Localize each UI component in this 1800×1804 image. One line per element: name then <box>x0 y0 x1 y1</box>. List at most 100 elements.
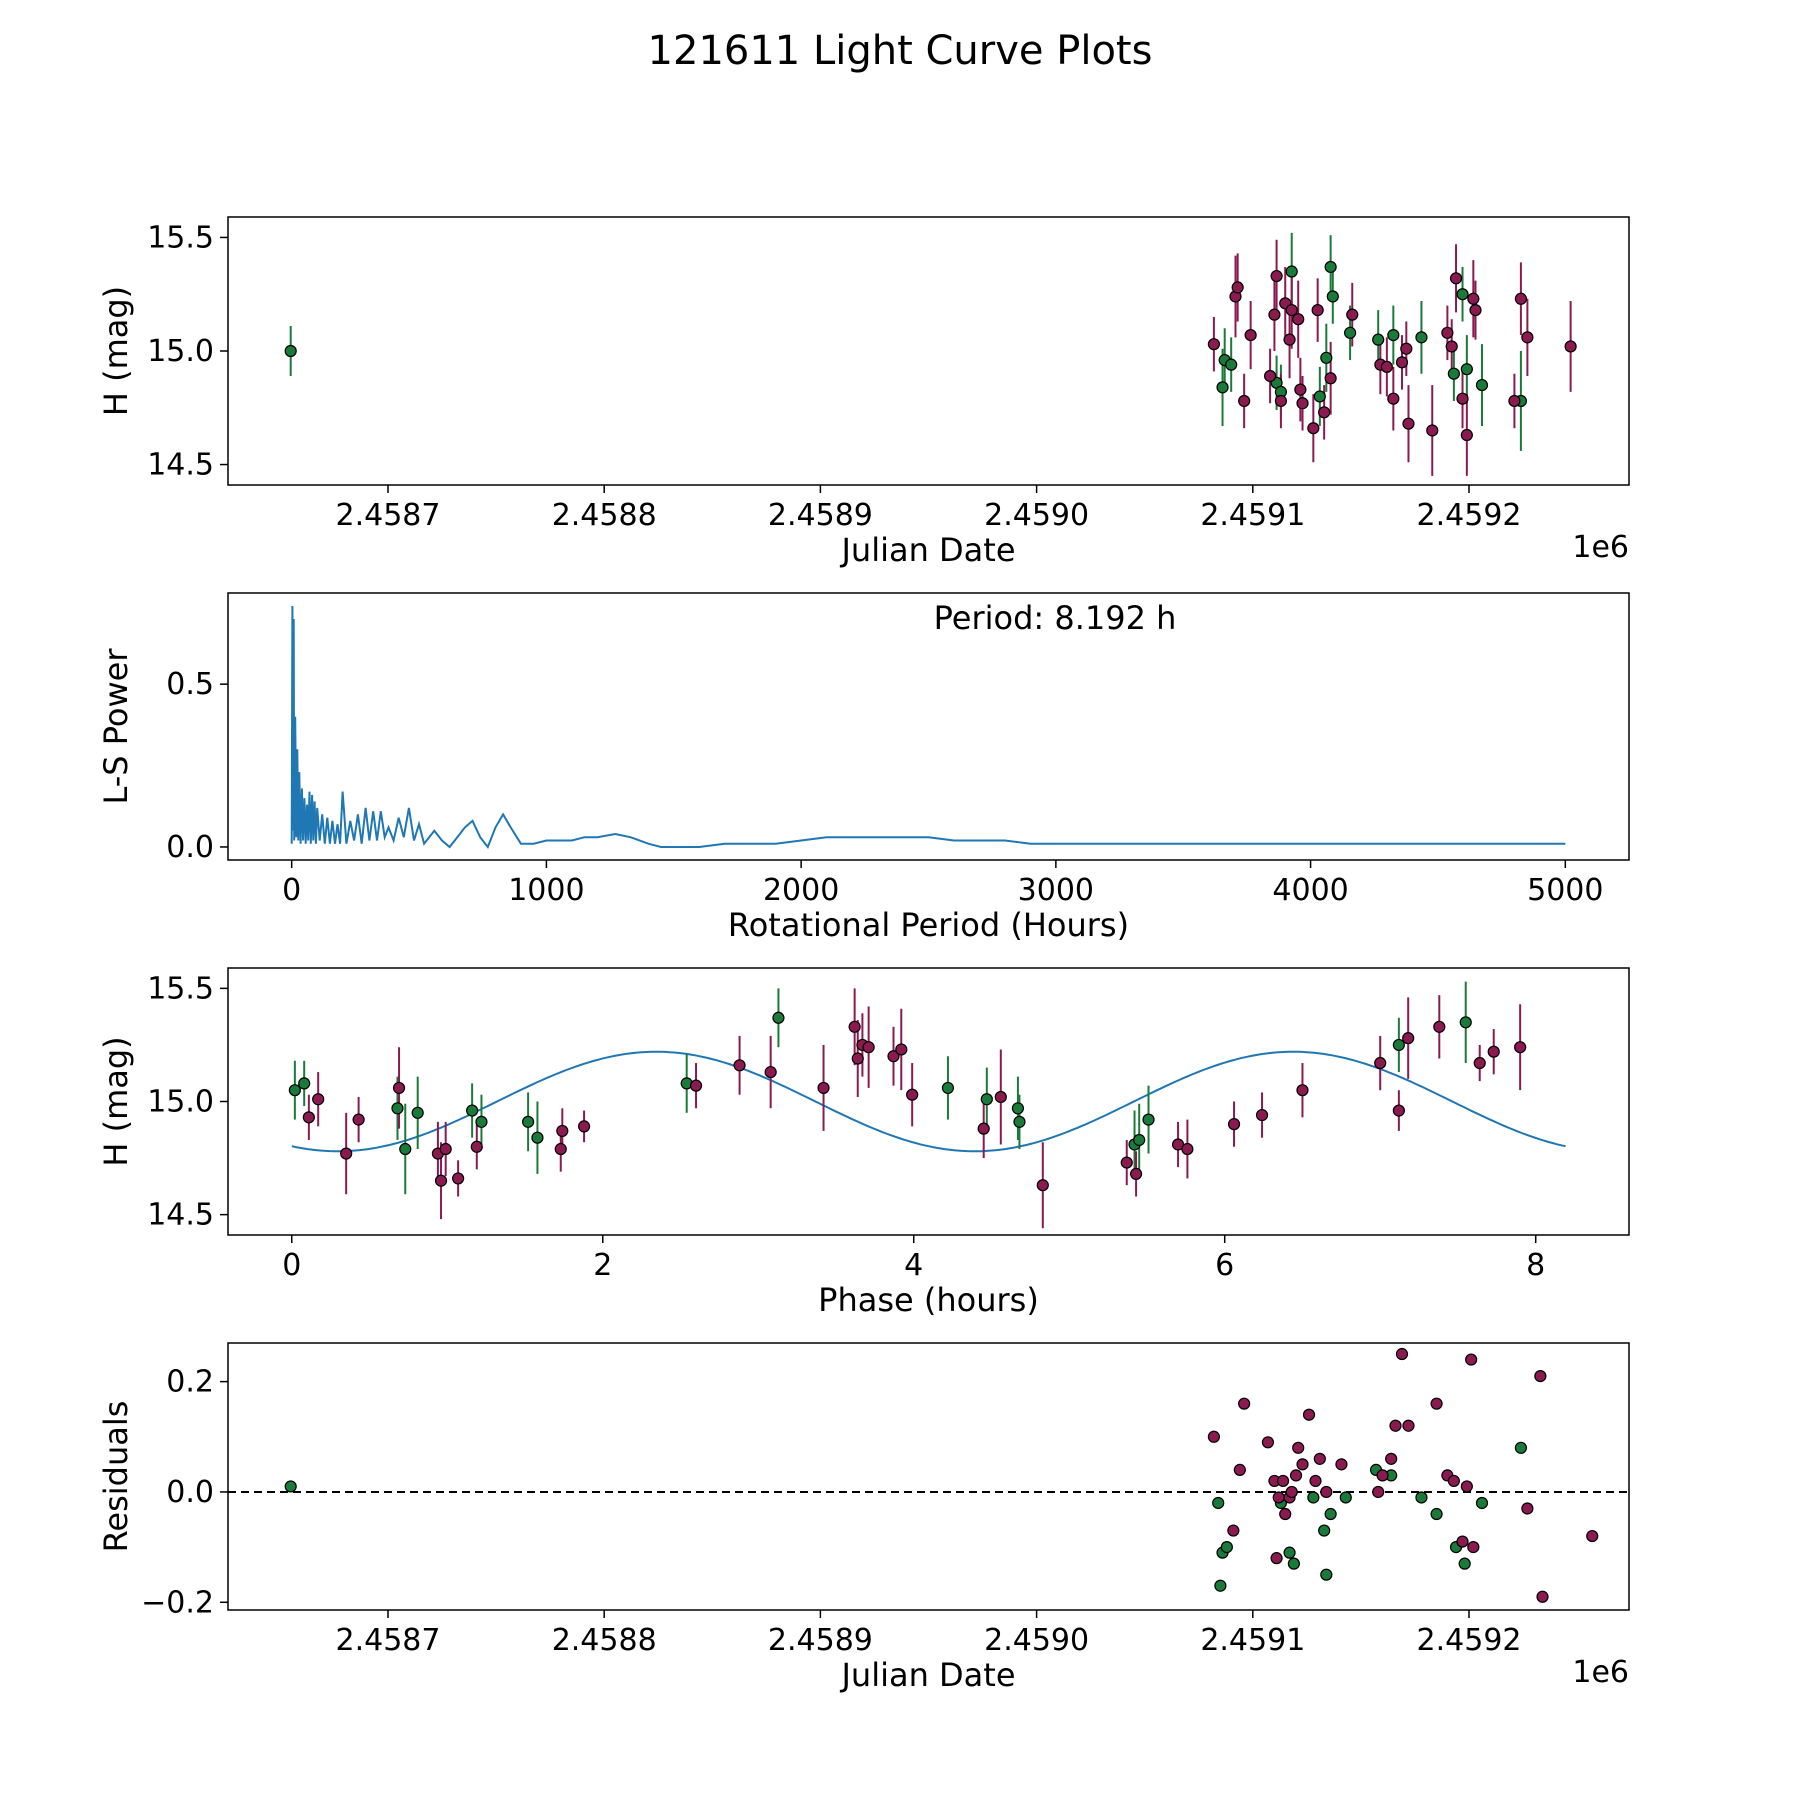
data-point <box>1514 1041 1527 1054</box>
data-point <box>1402 1419 1415 1432</box>
data-point <box>298 1077 311 1090</box>
x-tick-label: 2.4588 <box>552 498 657 533</box>
data-point <box>1214 1579 1227 1592</box>
x-tick-label: 2.4587 <box>335 498 440 533</box>
data-point <box>1536 1590 1549 1603</box>
data-point <box>1285 265 1298 278</box>
y-tick-label: 0.2 <box>166 1365 214 1400</box>
data-point <box>1430 1397 1443 1410</box>
data-point <box>1233 1463 1246 1476</box>
x-tick-label: 2.4587 <box>335 1623 440 1658</box>
data-point <box>1374 1056 1387 1070</box>
data-point <box>1296 1458 1309 1471</box>
data-point <box>1270 269 1283 283</box>
data-point <box>851 1052 864 1065</box>
light-curve-panel: 2.4587 2.4588 2.4589 2.4590 2.4591 2.4592 14.5… <box>97 216 1630 569</box>
data-point <box>1460 363 1473 376</box>
x-tick-label: 2.4589 <box>768 498 873 533</box>
axes-frame <box>227 592 1630 861</box>
data-point <box>1475 378 1489 392</box>
x-axis-label: Julian Date <box>839 1656 1015 1694</box>
data-point <box>439 1142 452 1156</box>
data-point <box>1339 1491 1352 1504</box>
data-point <box>1276 1474 1290 1488</box>
data-point <box>1389 1419 1402 1432</box>
data-point <box>288 1084 301 1097</box>
data-point <box>1216 381 1229 394</box>
x-tick-label: 8 <box>1526 1248 1545 1283</box>
x-tick-label: 1000 <box>508 873 584 908</box>
x-axis-label: Julian Date <box>839 531 1015 569</box>
data-point <box>1283 1546 1296 1559</box>
x-tick-label: 2.4590 <box>984 1623 1089 1658</box>
x-tick-label: 2.4590 <box>984 498 1089 533</box>
y-tick-label: 0.0 <box>166 830 214 865</box>
data-point <box>1487 1045 1500 1058</box>
data-point <box>1274 394 1288 408</box>
data-point <box>1279 1507 1292 1521</box>
y-axis-label: L-S Power <box>97 648 135 805</box>
data-point <box>1387 392 1400 405</box>
data-point <box>1272 1491 1285 1504</box>
y-tick-label: 0.0 <box>166 1475 214 1510</box>
data-point <box>1445 340 1458 353</box>
x-tick-label: 2.4591 <box>1200 498 1305 533</box>
data-point <box>1307 1491 1320 1504</box>
axes-frame <box>227 967 1630 1236</box>
data-point <box>1380 360 1393 373</box>
data-point <box>1181 1142 1194 1156</box>
data-point <box>1426 424 1439 437</box>
data-point <box>1441 326 1454 339</box>
data-point <box>1456 392 1469 405</box>
data-point <box>1343 326 1357 339</box>
data-point <box>1465 1353 1478 1366</box>
x-tick-label: 2.4589 <box>768 1623 873 1658</box>
data-point <box>1225 358 1238 371</box>
data-point <box>895 1043 908 1056</box>
data-point <box>733 1059 746 1072</box>
data-point <box>980 1093 993 1106</box>
data-point <box>1564 340 1577 353</box>
data-point <box>1129 1167 1143 1181</box>
x-tick-label: 4 <box>904 1248 923 1283</box>
data-point <box>352 1113 365 1126</box>
data-point <box>392 1081 406 1095</box>
data-point <box>1207 338 1220 351</box>
x-tick-label: 0 <box>282 1248 301 1283</box>
data-point <box>1294 383 1307 396</box>
x-tick-label: 6 <box>1215 1248 1234 1283</box>
x-axis-label: Rotational Period (Hours) <box>728 906 1129 944</box>
data-point <box>312 1093 325 1106</box>
data-point <box>1320 351 1333 364</box>
data-point <box>1207 1430 1220 1443</box>
data-point <box>1220 1541 1233 1554</box>
data-point <box>284 344 297 358</box>
data-point <box>284 1480 297 1493</box>
data-point <box>1456 288 1469 301</box>
x-tick-label: 3000 <box>1018 873 1094 908</box>
data-point <box>1508 394 1521 408</box>
data-point <box>1475 1496 1489 1510</box>
data-point <box>1387 329 1400 342</box>
data-point <box>1307 422 1320 435</box>
plot-area <box>288 981 1566 1229</box>
x-tick-label: 4000 <box>1272 873 1348 908</box>
phase-folded-panel: 0 2 4 6 8 14.5 15.0 15.5 Phase (hours) H (mag) <box>97 967 1630 1319</box>
y-tick-label: 15.5 <box>147 220 214 255</box>
x-tick-label: 2000 <box>763 873 839 908</box>
data-point <box>862 1041 875 1054</box>
data-point <box>1586 1529 1599 1543</box>
x-offset-label: 1e6 <box>1572 1655 1629 1690</box>
data-point <box>1376 1469 1389 1482</box>
data-point <box>1320 1568 1333 1581</box>
x-offset-label: 1e6 <box>1572 530 1629 565</box>
data-point <box>434 1174 448 1187</box>
x-tick-label: 2 <box>593 1248 612 1283</box>
data-point <box>1324 260 1337 274</box>
data-point <box>1324 1507 1337 1521</box>
data-point <box>411 1106 424 1119</box>
data-point <box>1133 1133 1146 1147</box>
y-tick-label: 0.5 <box>166 667 214 702</box>
data-point <box>1292 1441 1305 1454</box>
